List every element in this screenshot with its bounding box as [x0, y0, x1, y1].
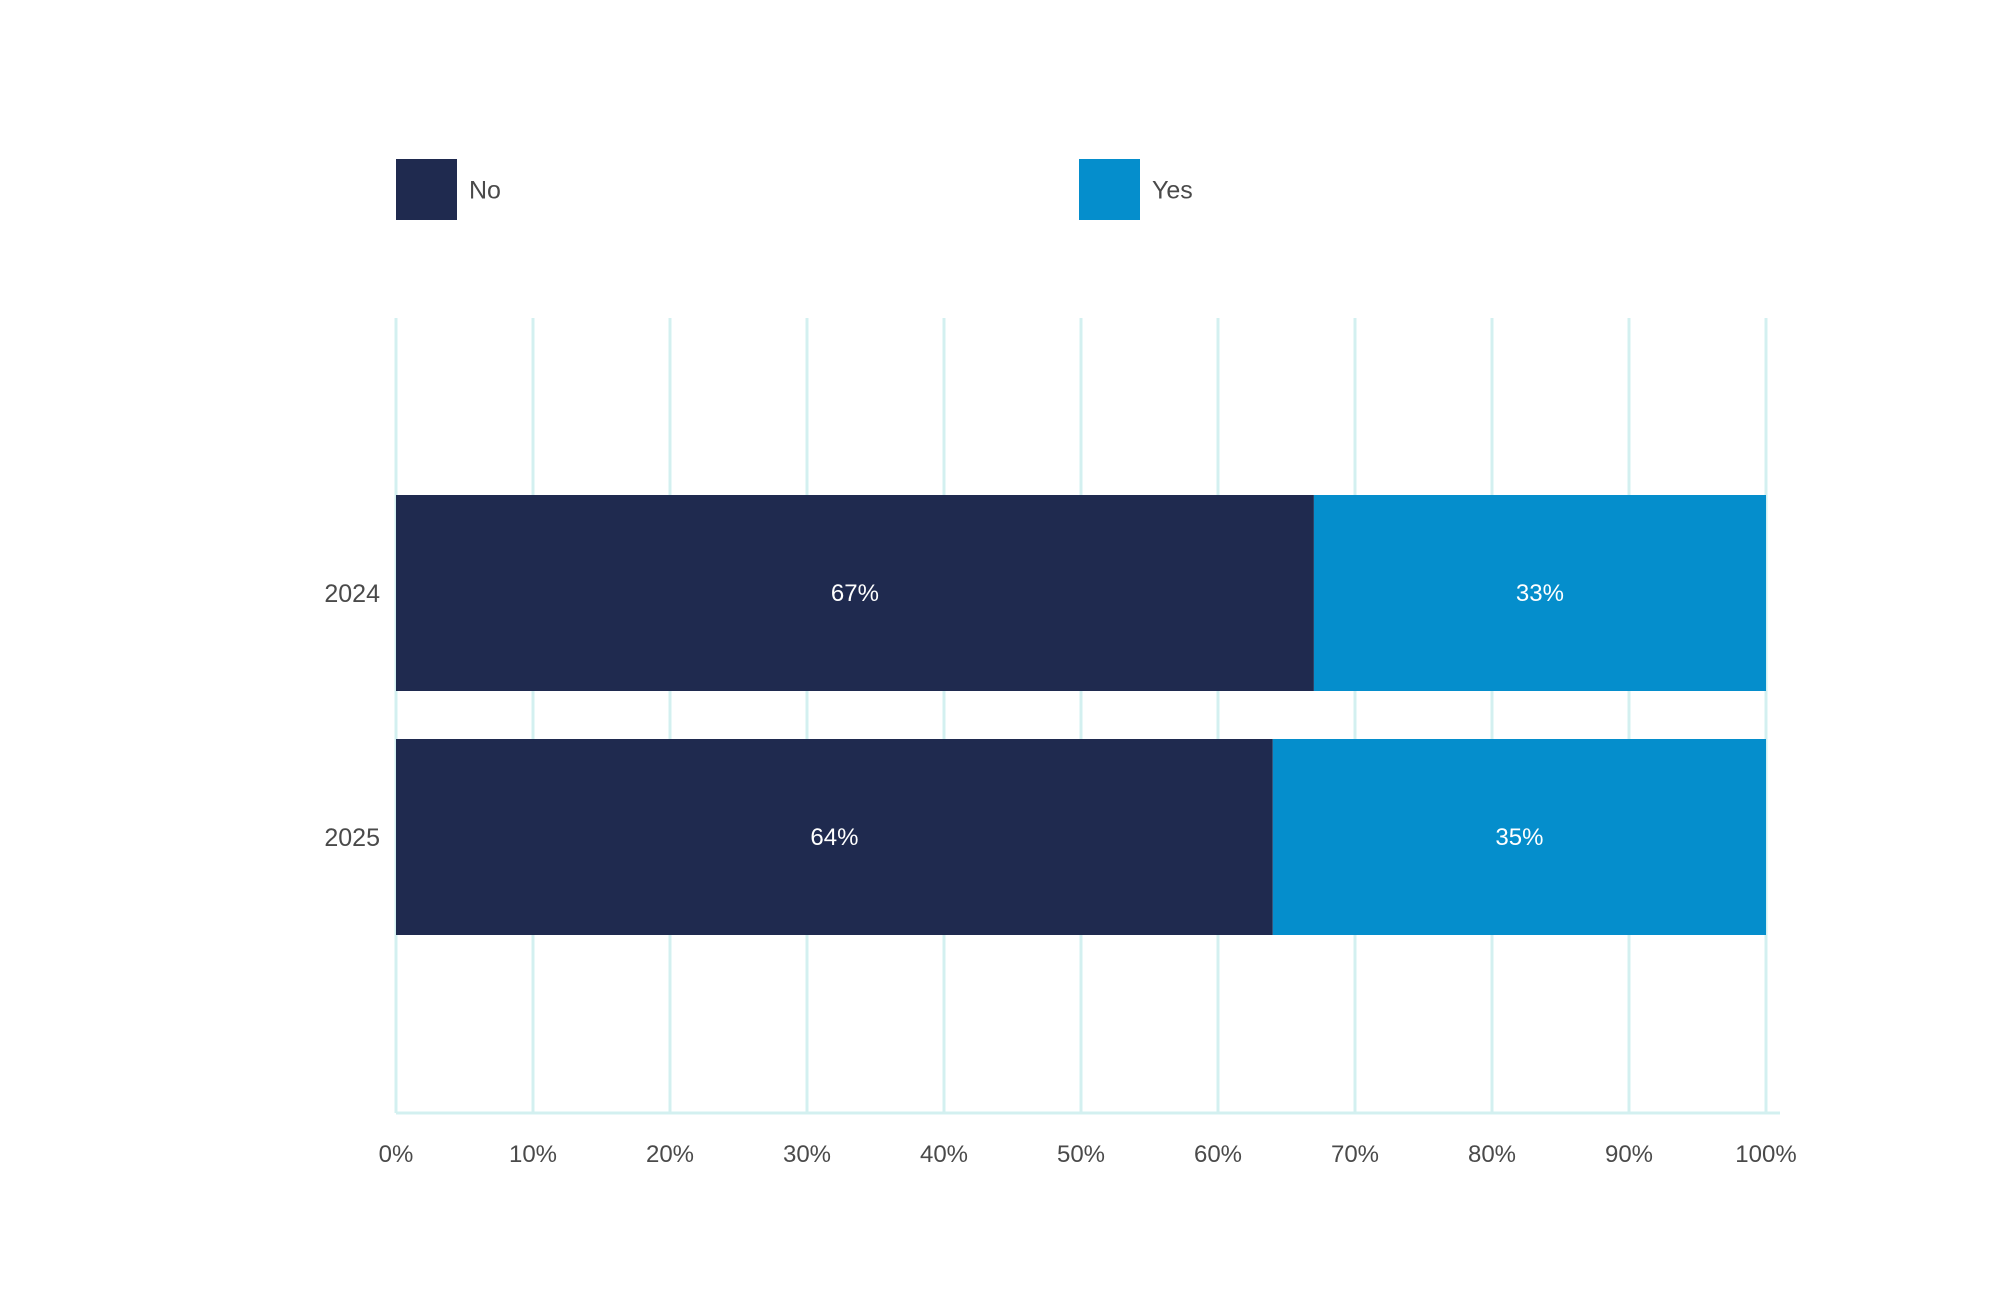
legend-label-no: No: [469, 177, 501, 205]
legend-swatch-yes: [1079, 159, 1140, 220]
bar-segment-no-2025: [396, 739, 1273, 935]
bar-segment-yes-2025: [1272, 739, 1766, 935]
data-label: 33%: [1516, 580, 1564, 607]
data-label: 67%: [831, 580, 879, 607]
category-label: 2025: [324, 824, 380, 852]
data-label: 64%: [810, 824, 858, 851]
axes: 0% 10% 20% 30% 40% 50% 60% 70% 80% 90% 100% 2024 202…: [324, 580, 1796, 1168]
data-label: 35%: [1495, 824, 1543, 851]
category-label: 2024: [324, 580, 380, 608]
bars: 67% 33% 64% 35%: [396, 495, 1766, 935]
x-tick-label: 50%: [1057, 1141, 1105, 1168]
legend-label-yes: Yes: [1152, 177, 1193, 205]
x-tick-label: 0%: [379, 1141, 414, 1168]
grid-lines: [394, 318, 1768, 1113]
legend-swatch-no: [396, 159, 457, 220]
x-tick-label: 40%: [920, 1141, 968, 1168]
x-tick-label: 70%: [1331, 1141, 1379, 1168]
bar-segment-no-2024: [396, 495, 1314, 691]
x-tick-label: 80%: [1468, 1141, 1516, 1168]
x-tick-label: 30%: [783, 1141, 831, 1168]
x-tick-label: 100%: [1735, 1141, 1796, 1168]
legend: No Yes: [396, 159, 1193, 220]
bar-segment-yes-2024: [1313, 495, 1766, 691]
x-tick-label: 20%: [646, 1141, 694, 1168]
x-tick-label: 90%: [1605, 1141, 1653, 1168]
x-tick-label: 10%: [509, 1141, 557, 1168]
x-tick-label: 60%: [1194, 1141, 1242, 1168]
